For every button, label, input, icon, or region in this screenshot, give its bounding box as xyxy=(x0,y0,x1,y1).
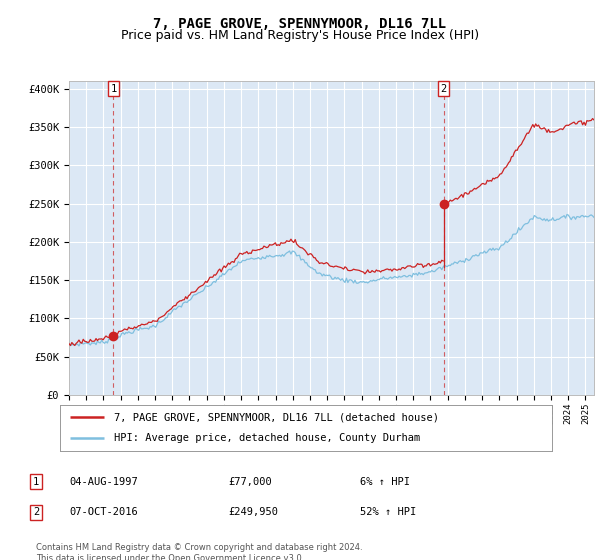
Text: 7, PAGE GROVE, SPENNYMOOR, DL16 7LL: 7, PAGE GROVE, SPENNYMOOR, DL16 7LL xyxy=(154,17,446,31)
Text: HPI: Average price, detached house, County Durham: HPI: Average price, detached house, Coun… xyxy=(114,433,421,444)
Text: 2: 2 xyxy=(440,84,447,94)
Text: Contains HM Land Registry data © Crown copyright and database right 2024.
This d: Contains HM Land Registry data © Crown c… xyxy=(36,543,362,560)
Text: 2: 2 xyxy=(33,507,39,517)
Text: 07-OCT-2016: 07-OCT-2016 xyxy=(69,507,138,517)
Text: 6% ↑ HPI: 6% ↑ HPI xyxy=(360,477,410,487)
Text: £249,950: £249,950 xyxy=(228,507,278,517)
Text: 1: 1 xyxy=(110,84,116,94)
Text: £77,000: £77,000 xyxy=(228,477,272,487)
Text: 52% ↑ HPI: 52% ↑ HPI xyxy=(360,507,416,517)
Text: 1: 1 xyxy=(33,477,39,487)
Text: Price paid vs. HM Land Registry's House Price Index (HPI): Price paid vs. HM Land Registry's House … xyxy=(121,29,479,42)
Text: 04-AUG-1997: 04-AUG-1997 xyxy=(69,477,138,487)
Text: 7, PAGE GROVE, SPENNYMOOR, DL16 7LL (detached house): 7, PAGE GROVE, SPENNYMOOR, DL16 7LL (det… xyxy=(114,412,439,422)
